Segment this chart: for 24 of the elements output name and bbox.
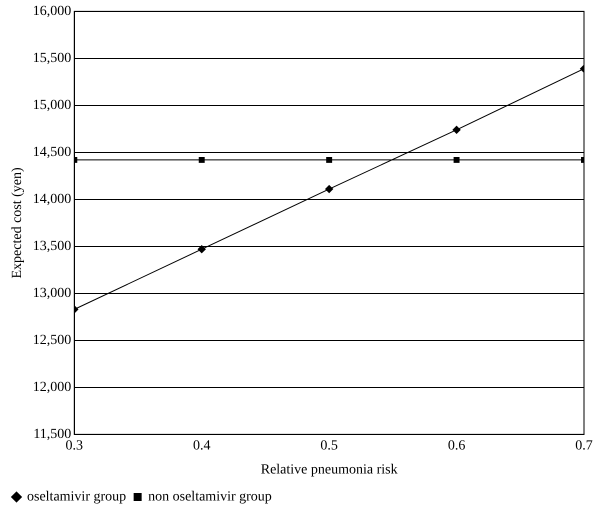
x-tick-label: 0.5 [320, 438, 338, 454]
point [454, 156, 460, 163]
y-tick-label: 14,500 [32, 145, 72, 160]
y-tick-label: 15,500 [32, 51, 72, 66]
point [325, 185, 334, 194]
x-tick-label: 0.3 [66, 438, 84, 454]
y-tick-label: 13,500 [32, 239, 72, 254]
y-tick-label: 16,000 [32, 4, 72, 20]
y-tick-label: 15,000 [32, 98, 72, 114]
y-tick-label: 12,000 [32, 380, 72, 396]
y-tick-label: 14,000 [32, 192, 72, 208]
y-tick-label: 13,000 [32, 286, 72, 302]
y-axis-title: Expected cost (yen) [10, 166, 26, 278]
point [326, 156, 332, 163]
x-tick-label: 0.4 [192, 438, 210, 454]
point [452, 126, 461, 134]
point [198, 156, 205, 163]
legend-label: non oseltamivir group [148, 490, 272, 505]
x-tick-label: 0.7 [575, 438, 593, 454]
x-tick-label: 0.6 [448, 438, 466, 454]
legend-label: oseltamivir group [27, 490, 126, 505]
y-tick-label: 12,500 [32, 333, 72, 348]
point [198, 245, 206, 254]
x-axis-title: Relative pneumonia risk [260, 462, 398, 478]
